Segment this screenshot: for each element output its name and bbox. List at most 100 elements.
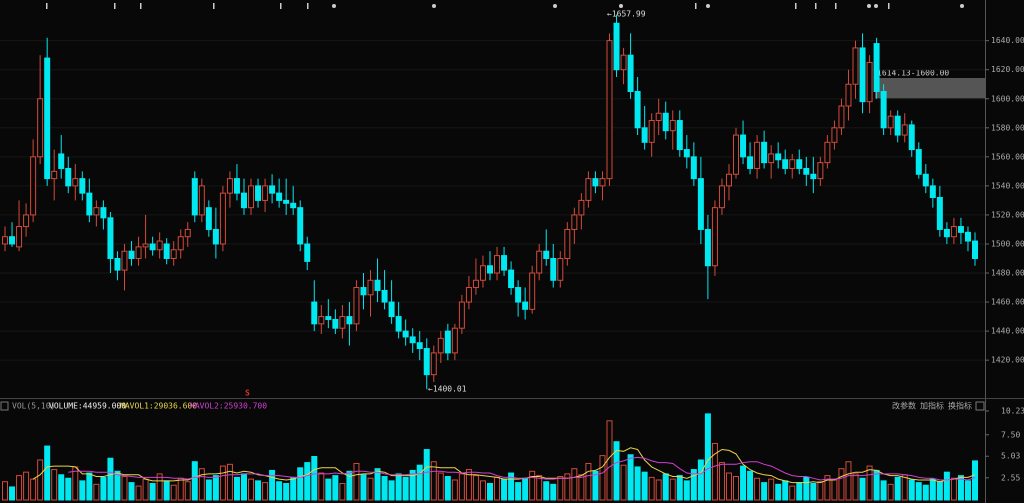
candle-body xyxy=(65,167,72,187)
volume-bar xyxy=(676,475,683,501)
candle-body xyxy=(107,217,114,259)
volume-bar xyxy=(585,462,592,501)
candle-body xyxy=(128,250,135,259)
zone-label: 1614.13-1600.00 xyxy=(877,69,949,78)
candle-body xyxy=(304,243,311,262)
candle-body xyxy=(880,90,887,129)
candle-body xyxy=(550,257,557,281)
volume-bar xyxy=(205,479,212,501)
volume-bar xyxy=(761,482,768,501)
volume-bar xyxy=(725,472,732,501)
candle-body xyxy=(198,185,205,216)
candle-body xyxy=(943,228,950,238)
volume-bar xyxy=(782,480,789,501)
candle-body xyxy=(515,287,522,303)
volume-bar xyxy=(536,475,543,501)
candle-body xyxy=(754,141,761,169)
candle-body xyxy=(451,327,458,354)
candle-body xyxy=(114,257,121,271)
button[interactable]: 改参数 xyxy=(892,401,916,411)
candle-body xyxy=(212,228,219,245)
volume-bar xyxy=(964,480,971,501)
volume-bar xyxy=(332,475,339,501)
volume-bar xyxy=(2,481,8,501)
volume-bar xyxy=(613,441,620,501)
volume-bar xyxy=(226,463,233,501)
volume-bar xyxy=(887,483,894,501)
volume-bar xyxy=(58,474,65,501)
high-label: ←1657.99 xyxy=(607,10,646,19)
volume-bar xyxy=(515,482,522,501)
volume-bar xyxy=(704,413,711,501)
volume-bar xyxy=(262,482,269,501)
volume-bar xyxy=(353,462,360,501)
volume-bar xyxy=(149,482,156,501)
volume-bar xyxy=(908,479,915,501)
candle-body xyxy=(142,243,149,248)
volume-bar xyxy=(508,472,515,501)
volume-bar xyxy=(472,475,479,501)
volume-bar xyxy=(838,468,845,501)
volume-bar xyxy=(648,476,655,501)
volume-bar xyxy=(634,466,641,501)
volume-bar xyxy=(409,469,416,501)
volume-bar xyxy=(156,473,163,501)
volume-bar xyxy=(522,477,529,501)
candle-body xyxy=(37,98,44,158)
close-button[interactable] xyxy=(975,401,985,411)
volume-bar xyxy=(697,459,704,501)
volume-bar xyxy=(487,482,493,501)
candle-body xyxy=(135,246,142,259)
candle-body xyxy=(318,316,325,325)
candle-body xyxy=(423,348,430,376)
volume-bar xyxy=(100,476,107,501)
volume-bar xyxy=(191,461,198,501)
volume-bar xyxy=(248,478,255,501)
volume-bar xyxy=(219,465,226,501)
y-tick-label: 1520.00 xyxy=(991,210,1024,219)
candle-body xyxy=(634,90,641,129)
volume-bar xyxy=(325,478,332,501)
candle-body xyxy=(627,54,634,92)
volume-bar xyxy=(430,461,437,501)
volume-bar xyxy=(922,484,929,501)
button[interactable]: 加指标 xyxy=(920,401,944,411)
candle-body xyxy=(465,287,472,303)
volume-bar xyxy=(142,478,149,501)
volume-bar xyxy=(718,462,725,501)
candle-body xyxy=(395,316,402,332)
indicator-ma2: MAVOL2:25930.700 xyxy=(190,402,267,411)
candle-body xyxy=(796,159,803,169)
candle-body xyxy=(733,134,740,175)
button[interactable]: 换指标 xyxy=(948,401,972,411)
volume-bar xyxy=(852,473,859,501)
volume-bar xyxy=(929,478,936,501)
volume-bar xyxy=(177,477,184,501)
volume-bar xyxy=(894,476,901,501)
candle-body xyxy=(922,173,929,187)
volume-bar xyxy=(395,473,402,501)
candle-body xyxy=(768,153,775,164)
y-tick-label: 1420.00 xyxy=(991,356,1024,365)
volume-bar xyxy=(163,480,170,501)
candle-body xyxy=(761,141,768,164)
y2-tick-label: 5.03 xyxy=(1001,452,1020,461)
candle-body xyxy=(269,185,276,194)
help-icon[interactable] xyxy=(0,401,9,411)
volume-bar xyxy=(107,457,114,501)
volume-bar xyxy=(866,465,873,501)
candle-body xyxy=(585,178,592,201)
candle-body xyxy=(887,115,894,129)
volume-bar xyxy=(824,475,831,501)
volume-bar xyxy=(768,478,775,501)
candle-body xyxy=(915,149,922,175)
candle-body xyxy=(747,156,754,169)
volume-bar xyxy=(198,468,205,501)
volume-bar xyxy=(796,482,803,501)
candle-body xyxy=(72,178,79,187)
candle-body xyxy=(79,178,86,194)
volume-bar xyxy=(240,473,247,501)
candle-body xyxy=(964,231,971,242)
candle-body xyxy=(578,199,585,216)
candle-body xyxy=(276,192,283,201)
